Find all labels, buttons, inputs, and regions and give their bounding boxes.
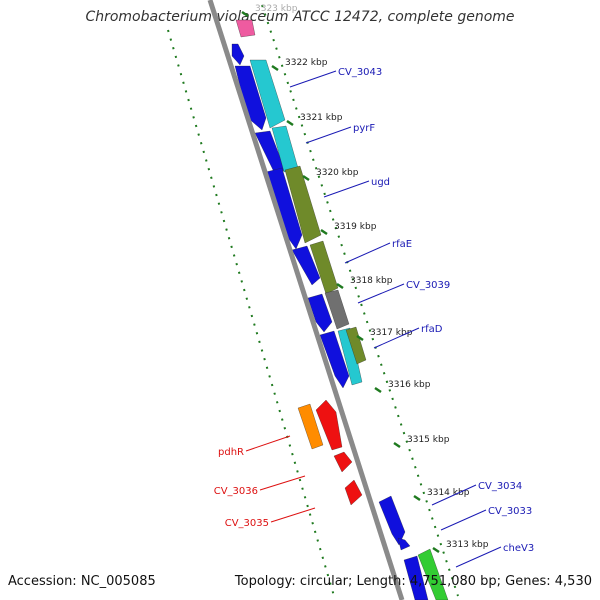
kbp-tick — [393, 441, 401, 449]
kbp-tick — [356, 334, 364, 342]
kbp-label: 3316 kbp — [388, 380, 431, 390]
cds-blue-8 — [397, 537, 411, 551]
cds-blue-small — [231, 43, 245, 66]
cds-cyan-1 — [249, 59, 286, 129]
gene-label: CV_3033 — [488, 506, 532, 517]
cds-blue-5 — [307, 293, 333, 333]
kbp-label: 3323 kbp — [255, 4, 298, 14]
gene-label: CV_3034 — [478, 481, 522, 492]
gene-label: rfaE — [392, 239, 412, 250]
cds-red-3 — [344, 479, 363, 506]
gene-label-line — [245, 435, 291, 452]
kbp-tick — [374, 386, 382, 394]
genome-backbone — [207, 0, 405, 600]
gene-label: CV_3043 — [338, 67, 382, 78]
gene-label-line — [289, 70, 337, 88]
kbp-label: 3315 kbp — [407, 435, 450, 445]
gene-label-line — [431, 484, 477, 506]
genome-summary: Topology: circular; Length: 4,751,080 bp… — [234, 574, 592, 589]
cds-grey-1 — [324, 289, 350, 330]
gene-label: cheV3 — [503, 543, 534, 554]
kbp-tick — [302, 174, 310, 182]
gene-label: rfaD — [421, 324, 443, 335]
gene-label-line — [357, 283, 405, 304]
kbp-tick — [413, 494, 421, 502]
cds-olive-1 — [284, 165, 322, 244]
kbp-tick — [432, 546, 440, 554]
gene-label-line — [270, 507, 316, 523]
cds-orange — [297, 403, 324, 450]
cds-red-1 — [315, 399, 343, 451]
kbp-label: 3322 kbp — [285, 58, 328, 68]
kbp-label: 3318 kbp — [350, 276, 393, 286]
kbp-label: 3320 kbp — [316, 168, 359, 178]
gene-label: CV_3036 — [214, 486, 258, 497]
cds-olive-3 — [345, 326, 367, 365]
cds-blue-9 — [403, 555, 429, 600]
gene-label-line — [323, 180, 370, 198]
cds-cyan-3 — [337, 327, 363, 386]
gene-label: pyrF — [353, 123, 375, 134]
kbp-label: 3317 kbp — [370, 328, 413, 338]
gene-label-line — [259, 475, 306, 491]
gene-label-line — [455, 546, 502, 568]
gene-label: pdhR — [218, 447, 244, 458]
kbp-tick — [271, 64, 279, 72]
kbp-tick — [286, 119, 294, 127]
inner-tick-track — [261, 4, 459, 597]
kbp-tick — [320, 228, 328, 236]
cds-pink — [235, 19, 256, 38]
cds-blue-7 — [378, 495, 406, 546]
gene-label-line — [440, 509, 487, 531]
kbp-tick — [336, 282, 344, 290]
accession-label: Accession: NC_005085 — [8, 574, 156, 589]
kbp-label: 3314 kbp — [427, 488, 470, 498]
gene-label-line — [344, 242, 391, 264]
gene-label: ugd — [371, 177, 390, 188]
gene-label: CV_3039 — [406, 280, 450, 291]
gene-label: CV_3035 — [225, 518, 269, 529]
cds-olive-2 — [309, 240, 339, 295]
genome-title: Chromobacterium violaceum ATCC 12472, co… — [85, 9, 515, 25]
cds-blue-6 — [319, 330, 350, 389]
kbp-label: 3321 kbp — [300, 113, 343, 123]
kbp-label: 3313 kbp — [446, 540, 489, 550]
cds-green — [417, 548, 449, 600]
gene-label-line — [373, 327, 420, 349]
gene-label-line — [305, 126, 352, 144]
cds-red-2 — [333, 451, 353, 473]
cds-blue-4 — [291, 245, 321, 286]
kbp-label: 3319 kbp — [334, 222, 377, 232]
kbp-tick — [241, 10, 249, 18]
